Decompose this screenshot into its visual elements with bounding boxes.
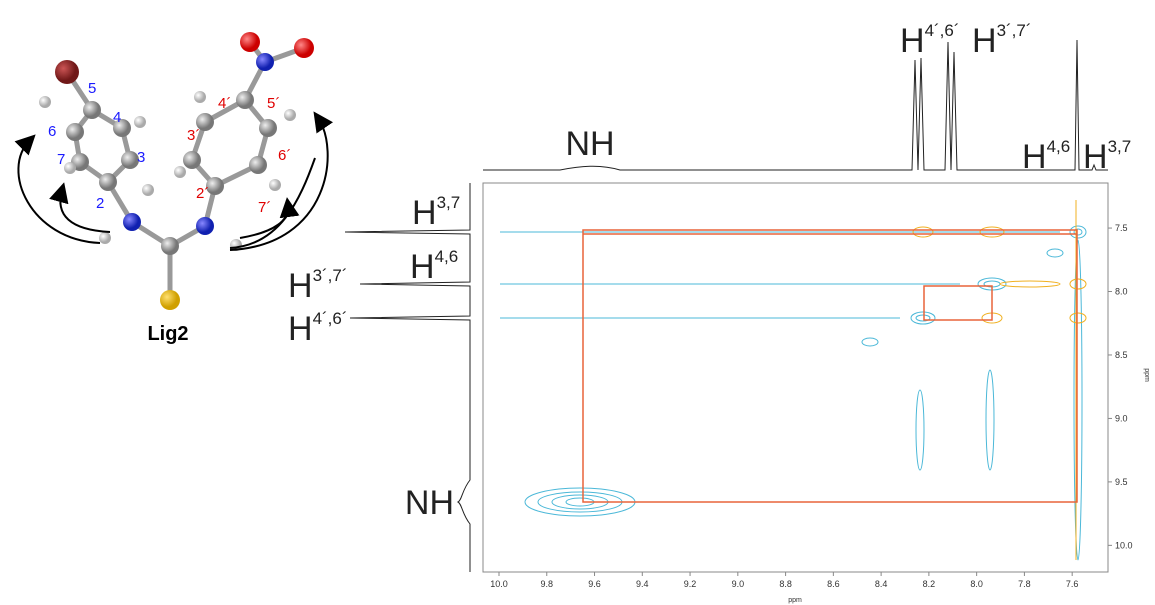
atom-label: 7´: [258, 199, 271, 216]
spectrum-frame: [482, 182, 1109, 573]
label-base: H: [288, 310, 313, 348]
peak-label: H3,7: [412, 193, 460, 232]
label-base: H: [288, 267, 313, 305]
x-tick-label: 9.6: [588, 579, 601, 589]
x-tick-label: 10.0: [490, 579, 508, 589]
y-tick-label: 10.0: [1115, 540, 1133, 550]
x-tick-label: 8.2: [923, 579, 936, 589]
noe-arrows: [14, 111, 334, 251]
x-tick-label: 9.4: [636, 579, 649, 589]
atoms: [39, 32, 314, 310]
molecule-name: Lig2: [147, 323, 188, 345]
y-tick-label: 9.5: [1115, 477, 1128, 487]
peak-label: NH: [405, 484, 454, 522]
top-projection: [483, 39, 1108, 171]
x-tick-label: 9.8: [541, 579, 554, 589]
x-tick-label: 8.6: [827, 579, 840, 589]
peak-label: NH: [565, 125, 614, 163]
y-tick-label: 8.0: [1115, 287, 1128, 297]
y-axis-label: ppm: [1143, 368, 1150, 382]
label-sup: 4´,6´: [313, 309, 348, 328]
label-sup: 3,7: [1108, 137, 1132, 156]
label-sup: 3,7: [437, 193, 461, 212]
peak-label: H3´,7´: [972, 21, 1032, 60]
label-base: H: [900, 22, 925, 60]
peak-label: H4´,6´: [288, 309, 348, 348]
y-tick-label: 7.5: [1115, 223, 1128, 233]
y-tick-label: 8.5: [1115, 350, 1128, 360]
label-base: H: [410, 248, 435, 286]
x-tick-label: 8.8: [779, 579, 792, 589]
y-tick-label: 9.0: [1115, 413, 1128, 423]
x-tick-label: 7.8: [1018, 579, 1031, 589]
atom-label: 6: [48, 123, 56, 140]
label-base: H: [412, 194, 437, 232]
label-base: H: [972, 22, 997, 60]
label-sup: 3´,7´: [313, 266, 348, 285]
label-sup: 4´,6´: [925, 21, 960, 40]
x-tick-label: 8.0: [970, 579, 983, 589]
label-sup: 4,6: [1047, 137, 1071, 156]
label-sup: 4,6: [435, 247, 459, 266]
atom-label: 6´: [278, 147, 291, 164]
x-axis-label: ppm: [788, 597, 802, 604]
atom-label: 3: [137, 149, 145, 166]
contours: [500, 200, 1087, 561]
left-projection: [344, 183, 471, 572]
label-base: H: [1083, 138, 1108, 176]
x-tick-label: 9.2: [684, 579, 697, 589]
atom-label: 2´: [196, 185, 209, 202]
atom-label: 2: [96, 195, 104, 212]
x-tick-label: 9.0: [732, 579, 745, 589]
atom-label: 7: [57, 151, 65, 168]
peak-label: H4,6: [1022, 137, 1070, 176]
peak-label: H4´,6´: [900, 21, 960, 60]
ticks: 10.0 9.8 9.6 9.4 9.2 9.0 8.8 8.6 8.4 8.2 8.0 7.8 7.6…: [490, 223, 1132, 589]
x-tick-label: 7.6: [1066, 579, 1079, 589]
atom-label: 5´: [267, 95, 280, 112]
atom-label: 5: [88, 80, 96, 97]
correlation-lines: [582, 229, 1078, 503]
atom-label: 4: [113, 109, 121, 126]
peak-label: H4,6: [410, 247, 458, 286]
peak-label: H3,7: [1083, 137, 1131, 176]
label-base: H: [1022, 138, 1047, 176]
peak-label: H3´,7´: [288, 266, 348, 305]
label-sup: 3´,7´: [997, 21, 1032, 40]
atom-label: 4´: [218, 95, 231, 112]
atom-label: 3´: [187, 127, 200, 144]
x-tick-label: 8.4: [875, 579, 888, 589]
